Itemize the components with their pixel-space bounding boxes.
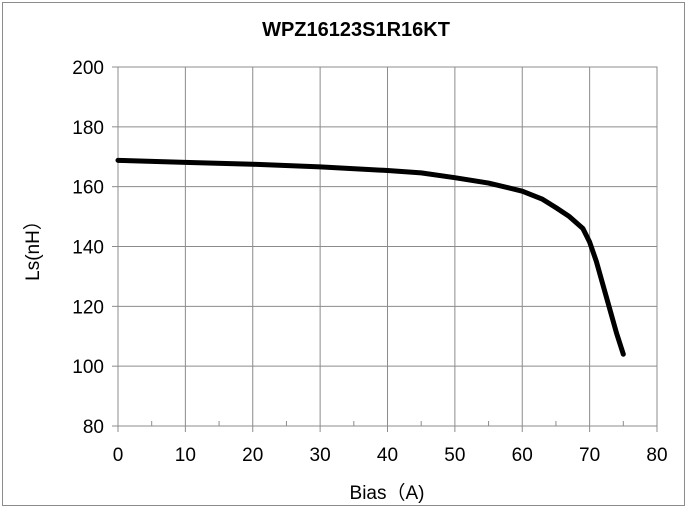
data-point — [387, 170, 388, 172]
gridlines — [118, 67, 657, 426]
x-tick-label: 40 — [377, 445, 398, 466]
y-tick-label: 140 — [72, 238, 104, 259]
data-point — [420, 172, 422, 174]
x-tick-label: 60 — [512, 445, 533, 466]
y-tick-label: 200 — [72, 58, 104, 79]
data-point — [602, 284, 604, 286]
x-tick-label: 30 — [310, 445, 331, 466]
x-tick-label: 50 — [444, 445, 465, 466]
data-point — [609, 308, 611, 310]
data-point — [252, 163, 254, 165]
x-tick-label: 70 — [579, 445, 600, 466]
series-layer — [115, 157, 626, 357]
data-point — [616, 332, 618, 334]
data-point — [622, 353, 624, 355]
x-tick-label: 0 — [113, 445, 124, 466]
x-tick-label: 10 — [175, 445, 196, 466]
chart-title: WPZ16123S1R16KT — [262, 19, 450, 41]
data-point — [568, 216, 570, 218]
data-point — [595, 260, 597, 262]
data-point — [589, 241, 591, 243]
y-tick-label: 160 — [72, 178, 104, 199]
y-tick-label: 180 — [72, 118, 104, 139]
x-tick-label: 80 — [646, 445, 667, 466]
data-point — [117, 159, 119, 161]
data-point — [582, 228, 584, 230]
y-tick-label: 120 — [72, 297, 104, 318]
x-tick-label: 20 — [242, 445, 263, 466]
x-axis-tick-labels: 0 10 20 30 40 50 60 70 80 — [113, 445, 668, 466]
data-point — [454, 177, 456, 179]
y-axis-tick-labels: 80 100 120 140 160 180 200 — [72, 58, 104, 438]
x-axis-title: Bias（A) — [350, 482, 425, 504]
data-point — [319, 166, 321, 168]
y-tick-label: 80 — [83, 417, 104, 438]
data-point — [541, 198, 543, 200]
y-axis-title: Ls(nH） — [22, 211, 44, 281]
data-point — [184, 161, 186, 163]
data-point — [555, 207, 557, 209]
series-line-0 — [115, 157, 626, 357]
data-point — [488, 182, 490, 184]
axis-ticks — [112, 66, 658, 432]
y-tick-label: 100 — [72, 357, 104, 378]
data-point — [521, 190, 523, 192]
